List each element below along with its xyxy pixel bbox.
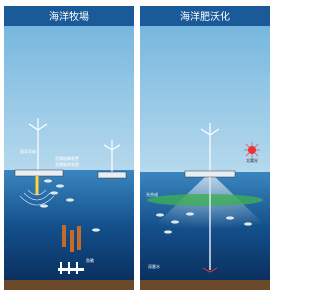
label: 音響給餌装置 (55, 155, 79, 161)
seabed (140, 280, 270, 290)
float (98, 172, 126, 178)
label: 風車浮体 (20, 148, 36, 154)
seabed (4, 280, 134, 290)
panel-title: 海洋牧場 (49, 10, 89, 23)
panel-title: 海洋肥沃化 (180, 10, 230, 23)
sun-rays (244, 142, 260, 158)
float (185, 171, 235, 177)
panel-ocean-ranch: 海洋牧場 風車浮体 音響給餌装置 音響馴致装置 魚礁 (4, 6, 134, 290)
label: 音響馴致装置 (55, 161, 79, 167)
label: 魚礁 (86, 257, 94, 263)
float (15, 170, 63, 176)
label: 太陽光 (246, 157, 258, 163)
label: 深層水 (148, 263, 160, 269)
label: 光合成 (146, 191, 158, 197)
illustration: 海洋牧場 風車浮体 音響給餌装置 音響馴致装置 魚礁 海洋肥沃 (0, 0, 272, 297)
panel-ocean-fertilization: 海洋肥沃化 太陽光 光合成 深層水 (140, 6, 270, 290)
plankton-layer (147, 194, 263, 206)
page: {"panels": [ {"title": "海洋牧場", "labels":… (0, 0, 272, 297)
